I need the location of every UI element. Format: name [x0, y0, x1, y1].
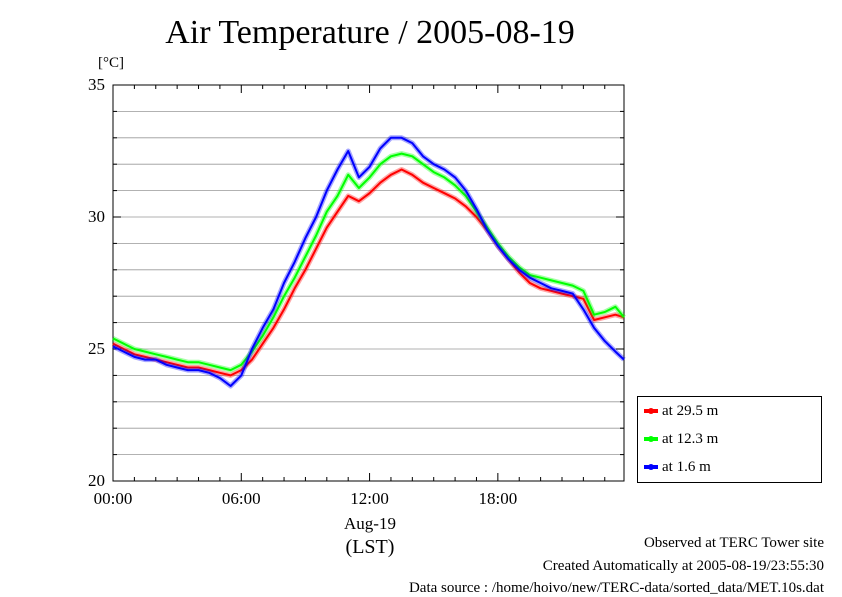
- x-tick-label: 00:00: [93, 489, 133, 508]
- legend-swatch-green: [644, 436, 658, 442]
- legend-label: at 12.3 m: [662, 430, 719, 447]
- footer-source: Data source : /home/hoivo/new/TERC-data/…: [408, 580, 824, 596]
- plot-frame: [112, 84, 625, 482]
- legend: at 29.5 m at 12.3 m at 1.6 m: [637, 396, 822, 483]
- y-tick-label: 25: [88, 339, 105, 358]
- chart-title: Air Temperature / 2005-08-19: [165, 14, 575, 51]
- footer-created: Created Automatically at 2005-08-19/23:5…: [542, 558, 824, 574]
- legend-swatch-red: [644, 408, 658, 414]
- legend-label: at 29.5 m: [662, 402, 719, 419]
- legend-item-29-5m: at 29.5 m: [644, 401, 718, 421]
- y-tick-label: 35: [88, 75, 105, 94]
- x-tick-label: 12:00: [350, 489, 389, 508]
- x-tick-label: 18:00: [478, 489, 518, 508]
- legend-item-1-6m: at 1.6 m: [644, 457, 711, 477]
- footer-site: Observed at TERC Tower site: [643, 535, 824, 551]
- series-halo-1: [111, 151, 626, 373]
- y-tick-label: 30: [88, 207, 105, 226]
- date-label: Aug-19: [344, 514, 396, 533]
- legend-item-12-3m: at 12.3 m: [644, 429, 718, 449]
- series-line-1: [112, 152, 625, 372]
- y-tick-label: 20: [88, 471, 105, 490]
- x-tick-label: 06:00: [221, 489, 261, 508]
- x-axis-label: (LST): [345, 536, 395, 558]
- series-line-2: [112, 136, 625, 387]
- legend-label: at 1.6 m: [662, 458, 711, 475]
- series-halo-0: [111, 167, 625, 378]
- y-axis-unit-label: [°C]: [98, 55, 124, 71]
- legend-swatch-blue: [644, 464, 658, 470]
- series-line-0: [112, 168, 625, 377]
